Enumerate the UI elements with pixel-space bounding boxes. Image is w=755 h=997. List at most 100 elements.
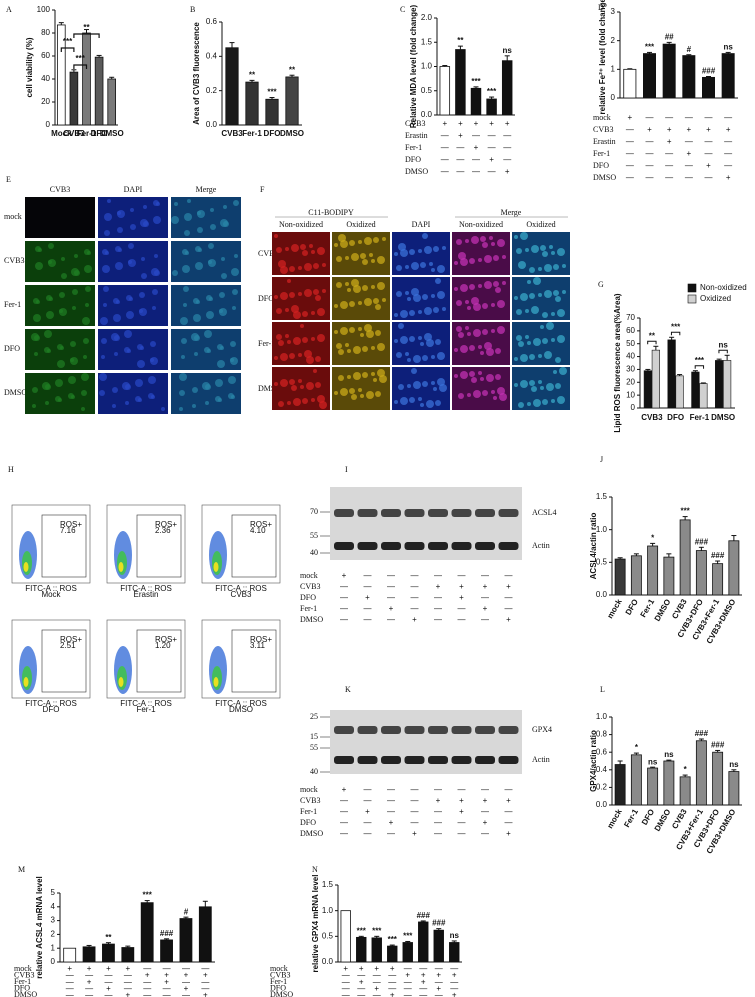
cell-signal	[538, 354, 542, 358]
cell-signal	[338, 349, 344, 355]
bracket	[718, 349, 728, 354]
bar	[107, 78, 117, 126]
significance: ns	[664, 750, 674, 759]
cell-signal	[101, 338, 107, 344]
cell-signal	[422, 294, 428, 300]
cell-signal	[557, 396, 565, 404]
bar	[712, 751, 724, 806]
condition-mark: —	[685, 137, 693, 146]
condition-mark: —	[481, 593, 489, 602]
condition-mark: —	[441, 155, 449, 164]
condition-mark: —	[450, 964, 458, 973]
cell-signal	[409, 336, 415, 342]
flow-density	[118, 562, 124, 572]
cell-signal	[460, 345, 468, 353]
condition-mark: +	[627, 113, 632, 122]
cell-signal	[180, 317, 188, 325]
cell-signal	[111, 333, 119, 341]
x-axis-label: FITC-A :: ROS	[120, 699, 172, 708]
cell-signal	[531, 306, 539, 314]
blot-band	[428, 756, 448, 764]
cell-signal	[489, 236, 493, 240]
cell-signal	[293, 398, 301, 406]
condition-mark: —	[373, 971, 381, 980]
condition-mark: —	[388, 977, 396, 986]
condition-mark: —	[411, 796, 419, 805]
condition-mark: —	[505, 571, 513, 580]
cell-signal	[82, 317, 90, 325]
cell-signal	[85, 303, 89, 307]
cell-signal	[57, 360, 65, 368]
significance: *	[684, 765, 688, 774]
condition-label: Fer-1	[14, 977, 31, 986]
cell-signal	[347, 375, 351, 379]
condition-mark: —	[435, 991, 443, 997]
condition-mark: +	[505, 119, 510, 128]
cell-signal	[533, 399, 541, 407]
condition-mark: —	[387, 582, 395, 591]
condition-mark: —	[505, 818, 513, 827]
flow-density	[213, 562, 219, 572]
condition-mark: +	[390, 964, 395, 973]
significance: ns	[648, 757, 658, 766]
significance: ***	[471, 77, 481, 86]
cell-signal	[465, 239, 469, 243]
cell-signal	[179, 390, 185, 396]
bar	[356, 936, 367, 963]
x-tick-label: DMSO	[711, 413, 735, 422]
bar	[501, 60, 513, 116]
significance: ns	[450, 931, 460, 940]
cell-signal	[465, 326, 469, 330]
condition-mark: —	[705, 149, 713, 158]
cell-signal	[411, 368, 417, 374]
blot-band	[404, 509, 425, 517]
cell-signal	[135, 379, 143, 387]
bar	[728, 540, 740, 596]
y-tick-label: 1.0	[322, 906, 334, 915]
cell-signal	[46, 295, 52, 301]
condition-mark: —	[404, 984, 412, 993]
cell-signal	[358, 388, 362, 392]
significance: *	[651, 533, 655, 542]
cell-signal	[215, 396, 221, 402]
gate-label: ROS+	[155, 635, 177, 644]
x-axis-label: FITC-A :: ROS	[25, 584, 77, 593]
cell-signal	[542, 399, 548, 405]
cell-signal	[70, 358, 74, 362]
cell-signal	[540, 325, 544, 329]
cell-signal	[322, 289, 326, 293]
bar	[682, 55, 696, 99]
cell-signal	[525, 309, 529, 313]
cell-signal	[482, 390, 488, 396]
condition-mark: —	[419, 991, 427, 997]
cell-signal	[122, 382, 130, 390]
legend-swatch	[687, 294, 697, 304]
cell-signal	[289, 292, 295, 298]
cell-signal	[304, 289, 312, 297]
cell-signal	[48, 260, 52, 264]
cell-signal	[57, 344, 63, 350]
condition-mark: —	[143, 984, 151, 993]
blot-membrane	[330, 710, 522, 774]
condition-mark: —	[85, 984, 93, 993]
cell-signal	[351, 279, 359, 287]
cell-signal	[377, 282, 385, 290]
cell-signal	[486, 374, 494, 382]
cell-signal	[358, 327, 362, 331]
blot-band	[334, 756, 354, 764]
condition-mark: +	[459, 796, 464, 805]
cell-signal	[285, 308, 289, 312]
cell-signal	[493, 396, 497, 400]
cell-signal	[435, 339, 441, 345]
cell-signal	[139, 309, 143, 313]
cell-signal	[529, 293, 535, 299]
cell-signal	[437, 291, 445, 299]
condition-mark: —	[665, 173, 673, 182]
bar	[623, 68, 637, 99]
condition-mark: —	[724, 113, 732, 122]
cell-signal	[407, 384, 411, 388]
cell-signal	[219, 292, 225, 298]
cell-signal	[529, 354, 535, 360]
condition-mark: +	[125, 964, 130, 973]
cell-signal	[152, 306, 156, 310]
